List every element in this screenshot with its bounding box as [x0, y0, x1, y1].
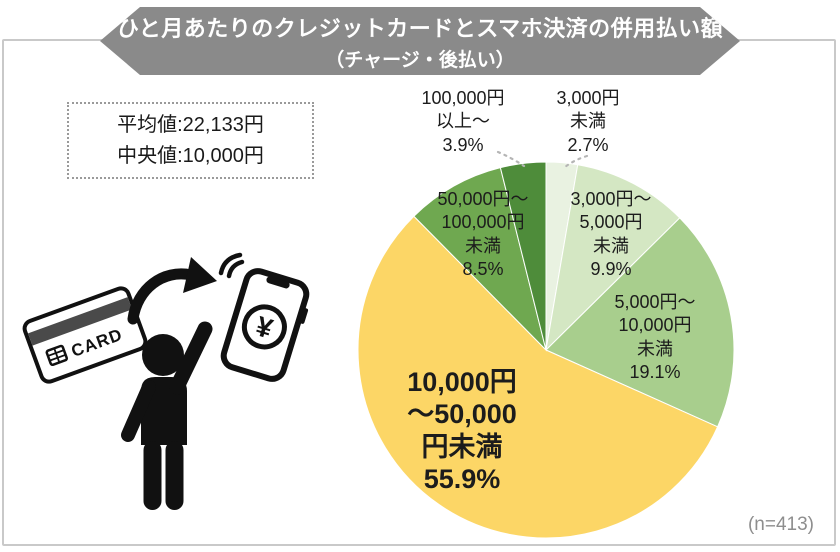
average-value-label: 平均値:22,133円: [117, 113, 264, 136]
person-leg-left: [143, 441, 162, 510]
title-banner: ひと月あたりのクレジットカードとスマホ決済の併用払い額 （チャージ・後払い）: [100, 7, 740, 75]
phone-side-button: [299, 308, 309, 324]
pie-slice-5: [499, 161, 547, 351]
person-arm-raised: [169, 321, 213, 395]
leader-line-under-3k: [563, 154, 589, 169]
pie-label-under-3k: 3,000円 未満 2.7%: [556, 88, 620, 155]
pie-label-3k-5k: 3,000円～ 5,000円 未満 9.9%: [570, 189, 652, 280]
pie-slice-1: [545, 164, 681, 352]
pie-label-10k-50k: 10,000円 ～50,000 円未満 55.9%: [407, 367, 517, 495]
pie-slice-3: [357, 215, 719, 539]
smartphone-icon: ¥: [218, 252, 310, 382]
pie-slices: [357, 161, 735, 539]
signal-waves-icon: [218, 252, 245, 279]
yen-circle-icon: [241, 304, 287, 350]
page-subtitle: （チャージ・後払い）: [325, 49, 515, 71]
card-magnetic-stripe: [28, 297, 133, 346]
credit-card-icon: CARD: [22, 286, 148, 384]
pie-chart: [357, 150, 735, 539]
leader-line-100k-over: [496, 150, 526, 168]
person-leg-right: [165, 441, 184, 510]
payment-illustration: CARD ¥: [22, 252, 310, 510]
person-icon: [121, 321, 213, 510]
sample-size-label: (n=413): [747, 514, 814, 535]
pie-label-50k-100k: 50,000円～ 100,000円 未満 8.5%: [437, 189, 529, 280]
person-arm-left: [121, 380, 156, 442]
pie-label-100k-over: 100,000円 以上～ 3.9%: [421, 88, 505, 155]
transfer-arrow-icon: [127, 257, 217, 325]
person-head: [142, 334, 184, 376]
stats-box: 平均値:22,133円 中央値:10,000円: [67, 102, 314, 179]
page-title: ひと月あたりのクレジットカードとスマホ決済の併用払い額: [116, 15, 724, 41]
median-value-label: 中央値:10,000円: [117, 144, 264, 167]
card-chip-icon: [45, 344, 69, 367]
pie-slice-4: [413, 167, 547, 352]
phone-notch: [266, 276, 290, 289]
pie-label-5k-10k: 5,000円～ 10,000円 未満 19.1%: [614, 292, 696, 383]
pie-slice-2: [545, 217, 735, 428]
